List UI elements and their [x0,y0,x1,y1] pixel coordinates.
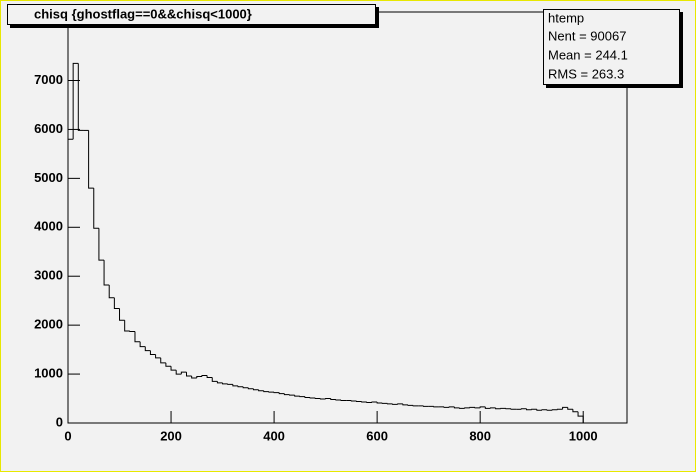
bar [144,346,151,352]
x-tick-label: 800 [469,428,491,443]
bar [77,63,84,131]
bar [479,406,486,408]
bar [330,398,336,401]
bar [196,376,202,378]
bar [526,408,532,411]
bar [170,366,177,371]
y-tick-label: 4000 [34,219,63,234]
bar [232,384,239,387]
y-tick-label: 1000 [34,366,63,381]
bar [283,393,290,396]
bar [134,331,141,343]
bar [139,341,146,348]
bar [258,389,264,392]
bar [103,260,110,286]
bar [93,188,99,229]
chart-title: chisq {ghostflag==0&&chisq<1000} [34,6,252,21]
bar [201,375,208,377]
bar [252,388,259,391]
bar [175,370,182,375]
bar [67,138,74,423]
bar [577,411,584,423]
bar [88,130,94,189]
stats-box [543,9,680,85]
bar [98,228,105,261]
x-tick-label: 1000 [569,428,598,443]
y-tick-label: 6000 [34,121,63,136]
x-tick-label: 0 [64,428,71,443]
bar [247,387,254,390]
bar [567,407,573,410]
bar [572,409,579,413]
stats-line: RMS = 263.3 [548,66,624,81]
bar [278,392,285,395]
bar [119,308,125,321]
bar [113,297,120,310]
bar [180,371,187,375]
y-tick-label: 7000 [34,72,63,87]
bar [216,381,223,384]
bar [206,375,213,378]
stats-line: Mean = 244.1 [548,47,628,62]
bar [242,386,249,389]
x-tick-label: 600 [366,428,388,443]
title-box [7,4,376,25]
bar [222,382,228,385]
bar [155,354,161,359]
y-tick-label: 2000 [34,317,63,332]
bar [376,401,383,404]
bar [191,376,197,379]
bar [562,406,568,410]
bar [304,396,311,399]
y-tick-label: 3000 [34,268,63,283]
bar [160,357,166,364]
bar [149,350,156,355]
bar [237,385,244,388]
bar [108,285,115,299]
bar [453,406,460,409]
bar [211,377,218,382]
bar [263,390,269,393]
bar [294,395,300,397]
stats-name: htemp [548,10,584,25]
bar [72,62,79,140]
bar [402,403,409,406]
bar [185,372,192,377]
bar [165,362,172,367]
y-tick-label: 5000 [34,170,63,185]
bar [124,320,130,332]
stats-line: Nent = 90067 [548,28,626,43]
x-tick-label: 200 [160,428,182,443]
y-tick-label: 0 [56,414,63,429]
bar [536,409,542,411]
x-tick-label: 400 [263,428,285,443]
bar [484,406,491,409]
bar [495,407,501,410]
